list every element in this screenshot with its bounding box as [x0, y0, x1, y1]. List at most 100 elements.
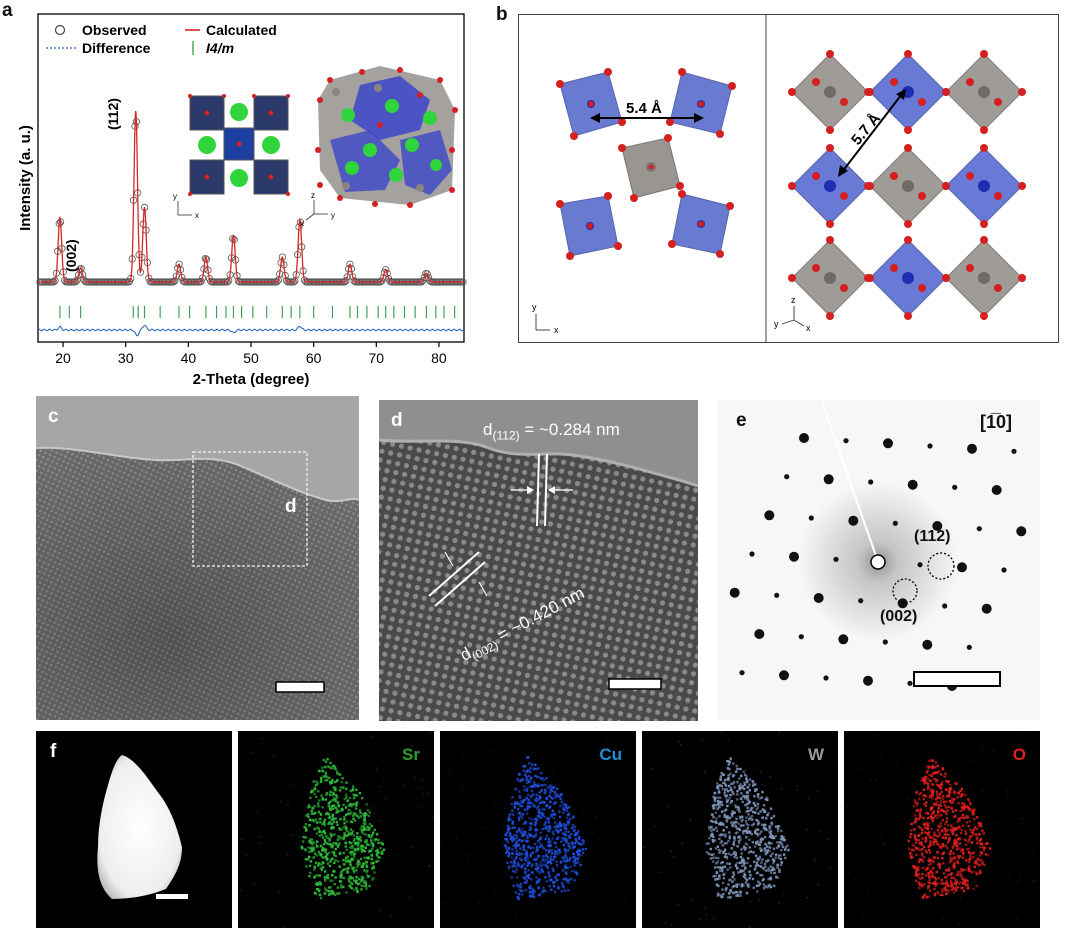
eds-pixel — [527, 770, 530, 773]
eds-pixel — [573, 859, 576, 862]
eds-pixel — [752, 851, 755, 854]
eds-pixel — [539, 816, 542, 819]
eds-pixel — [557, 795, 560, 798]
eds-pixel — [329, 761, 332, 764]
eds-pixel — [716, 860, 719, 863]
eds-pixel — [931, 875, 934, 878]
eds-pixel — [344, 835, 347, 838]
eds-pixel — [518, 827, 521, 830]
eds-pixel — [363, 856, 366, 860]
eds-pixel — [331, 879, 334, 882]
eds-pixel — [511, 839, 514, 842]
eds-pixel — [765, 860, 768, 863]
eds-pixel — [530, 789, 534, 793]
eds-pixel — [970, 852, 973, 855]
eds-pixel — [523, 765, 527, 768]
eds-pixel — [715, 883, 719, 886]
eds-pixel — [546, 861, 549, 864]
eds-pixel — [336, 796, 339, 799]
eds-pixel — [949, 801, 952, 804]
eds-noise — [466, 811, 468, 813]
eds-pixel — [723, 842, 726, 845]
eds-pixel — [926, 778, 930, 781]
eds-pixel — [566, 858, 569, 862]
oxygen-atom — [904, 312, 912, 320]
eds-pixel — [784, 848, 787, 851]
eds-pixel — [929, 842, 932, 845]
beam-stopper — [821, 401, 877, 557]
eds-noise — [411, 744, 413, 747]
eds-pixel — [935, 798, 938, 801]
eds-pixel — [765, 817, 768, 820]
eds-pixel — [574, 861, 578, 865]
eds-pixel — [349, 859, 353, 862]
eds-pixel — [338, 773, 342, 776]
eds-pixel — [312, 780, 315, 783]
eds-pixel — [371, 878, 374, 881]
eds-pixel — [747, 786, 750, 789]
eds-pixel — [532, 846, 535, 849]
sr-atom — [230, 169, 248, 187]
eds-pixel — [380, 841, 383, 844]
eds-noise — [881, 833, 883, 836]
eds-pixel — [733, 786, 736, 789]
eds-pixel — [919, 791, 923, 795]
eds-pixel — [541, 870, 545, 873]
eds-pixel — [523, 862, 526, 866]
eds-pixel — [929, 862, 933, 865]
eds-pixel — [513, 859, 516, 862]
eds-pixel — [314, 843, 318, 846]
eds-pixel — [725, 826, 728, 829]
eds-pixel — [317, 850, 321, 854]
eds-pixel — [518, 802, 521, 805]
eds-pixel — [557, 836, 560, 839]
eds-pixel — [568, 859, 571, 863]
eds-pixel — [356, 849, 359, 852]
eds-pixel — [724, 833, 727, 836]
eds-pixel — [936, 796, 939, 799]
eds-noise — [417, 805, 420, 807]
eds-pixel — [915, 791, 918, 794]
eds-pixel — [959, 789, 962, 793]
eds-pixel — [329, 832, 332, 835]
eds-pixel — [355, 802, 358, 805]
eds-pixel — [715, 817, 718, 820]
eds-pixel — [963, 816, 966, 819]
eds-pixel — [325, 793, 328, 797]
eds-pixel — [548, 874, 551, 878]
eds-pixel — [746, 791, 749, 795]
eds-pixel — [947, 805, 950, 809]
eds-noise — [315, 898, 318, 901]
diffraction-spot — [774, 592, 780, 598]
diffraction-spot — [882, 639, 888, 645]
eds-pixel — [722, 829, 725, 832]
eds-pixel — [964, 868, 967, 871]
eds-pixel — [776, 876, 779, 879]
eds-pixel — [728, 878, 731, 882]
eds-pixel — [358, 841, 361, 845]
eds-pixel — [565, 809, 569, 812]
eds-pixel — [562, 885, 565, 888]
eds-pixel — [732, 871, 735, 874]
eds-pixel — [352, 817, 355, 820]
oxygen-atom — [866, 88, 874, 96]
eds-pixel — [769, 871, 773, 874]
eds-pixel — [536, 840, 540, 843]
eds-pixel — [563, 837, 566, 840]
eds-pixel — [534, 832, 538, 835]
eds-pixel — [565, 839, 568, 842]
eds-pixel — [741, 864, 744, 868]
eds-pixel — [732, 762, 735, 765]
eds-pixel — [549, 788, 553, 791]
eds-pixel — [510, 802, 513, 806]
eds-pixel — [736, 866, 739, 869]
eds-pixel — [933, 882, 936, 885]
eds-pixel — [545, 849, 548, 852]
eds-noise — [459, 785, 462, 787]
eds-pixel — [975, 884, 978, 888]
eds-pixel — [368, 875, 371, 878]
metal-atom — [824, 272, 836, 284]
eds-pixel — [736, 891, 739, 894]
eds-pixel — [312, 841, 315, 844]
eds-pixel — [561, 882, 564, 886]
